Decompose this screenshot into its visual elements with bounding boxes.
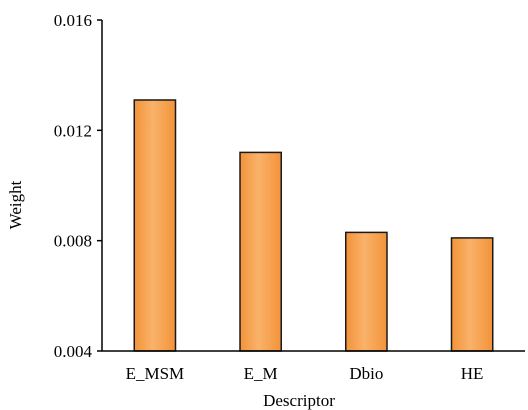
bar-e-m [239,151,282,352]
x-tick-label: E_M [244,364,278,383]
bar-he [450,237,494,352]
x-ticks-group: E_MSM E_M Dbio HE [126,364,484,383]
y-tick-label: 0.008 [54,232,92,251]
x-tick-label: HE [461,364,484,383]
y-tick-label: 0.012 [54,121,92,140]
bars-group [133,99,494,352]
plot-area: 0.004 0.008 0.012 0.016 E_MSM E_M Dbio HE [54,11,525,383]
bar-e-msm [133,99,177,352]
y-tick-label: 0.016 [54,11,92,30]
y-ticks-group: 0.004 0.008 0.012 0.016 [54,11,102,361]
x-axis-title: Descriptor [263,391,335,410]
bar-dbio [345,231,388,352]
y-axis-title: Weight [6,180,25,229]
x-tick-label: Dbio [349,364,383,383]
x-tick-label: E_MSM [126,364,185,383]
y-tick-label: 0.004 [54,342,93,361]
